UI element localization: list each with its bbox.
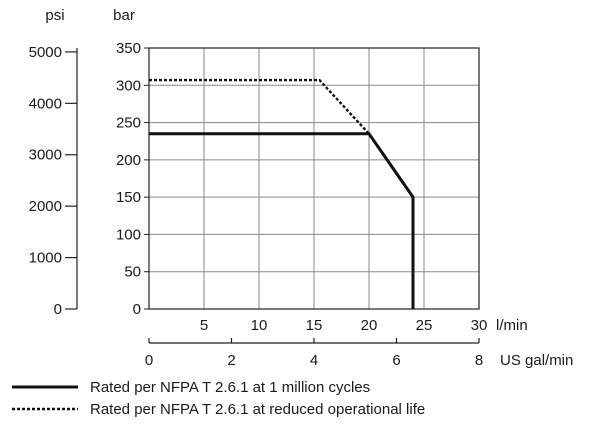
plot-grid xyxy=(149,48,479,309)
bar-axis-title: bar xyxy=(113,7,135,24)
legend-label-dotted: Rated per NFPA T 2.6.1 at reduced operat… xyxy=(90,401,425,418)
gal-axis: 0 2 4 6 8 xyxy=(145,338,483,369)
bar-tick-label: 150 xyxy=(116,189,141,206)
psi-tick-label: 1000 xyxy=(29,250,62,267)
gal-axis-title: US gal/min xyxy=(500,352,573,369)
psi-tick-label: 0 xyxy=(54,301,62,318)
gal-tick-label: 4 xyxy=(310,352,318,369)
series-line-million-cycles xyxy=(149,132,415,309)
psi-axis: 0 1000 2000 3000 4000 5000 xyxy=(29,44,78,318)
plot-frame xyxy=(148,47,480,310)
gal-tick-label: 2 xyxy=(227,352,235,369)
series-line-reduced-life xyxy=(149,78,370,135)
lmin-tick-label: 5 xyxy=(200,317,208,334)
lmin-tick-label: 20 xyxy=(361,317,378,334)
lmin-tick-label: 15 xyxy=(306,317,323,334)
lmin-tick-label: 25 xyxy=(416,317,433,334)
legend: Rated per NFPA T 2.6.1 at 1 million cycl… xyxy=(12,379,425,418)
gal-tick-label: 6 xyxy=(392,352,400,369)
bar-tick-label: 50 xyxy=(124,264,141,281)
bar-tick-label: 200 xyxy=(116,152,141,169)
bar-tick-label: 100 xyxy=(116,226,141,243)
lmin-tick-label: 10 xyxy=(251,317,268,334)
psi-axis-title: psi xyxy=(45,7,64,24)
psi-tick-label: 3000 xyxy=(29,147,62,164)
gal-tick-label: 8 xyxy=(475,352,483,369)
legend-label-solid: Rated per NFPA T 2.6.1 at 1 million cycl… xyxy=(90,379,370,396)
lmin-axis: 5 10 15 20 25 30 xyxy=(200,317,488,334)
lmin-tick-label: 30 xyxy=(471,317,488,334)
gal-tick-label: 0 xyxy=(145,352,153,369)
bar-tick-label: 250 xyxy=(116,115,141,132)
bar-tick-label: 0 xyxy=(133,301,141,318)
bar-tick-label: 300 xyxy=(116,77,141,94)
bar-axis: 0 50 100 150 200 250 300 350 xyxy=(116,40,149,318)
bar-tick-label: 350 xyxy=(116,40,141,57)
series-layer xyxy=(149,78,415,309)
lmin-axis-title: l/min xyxy=(496,317,528,334)
psi-tick-label: 5000 xyxy=(29,44,62,61)
psi-tick-label: 4000 xyxy=(29,95,62,112)
psi-tick-label: 2000 xyxy=(29,198,62,215)
